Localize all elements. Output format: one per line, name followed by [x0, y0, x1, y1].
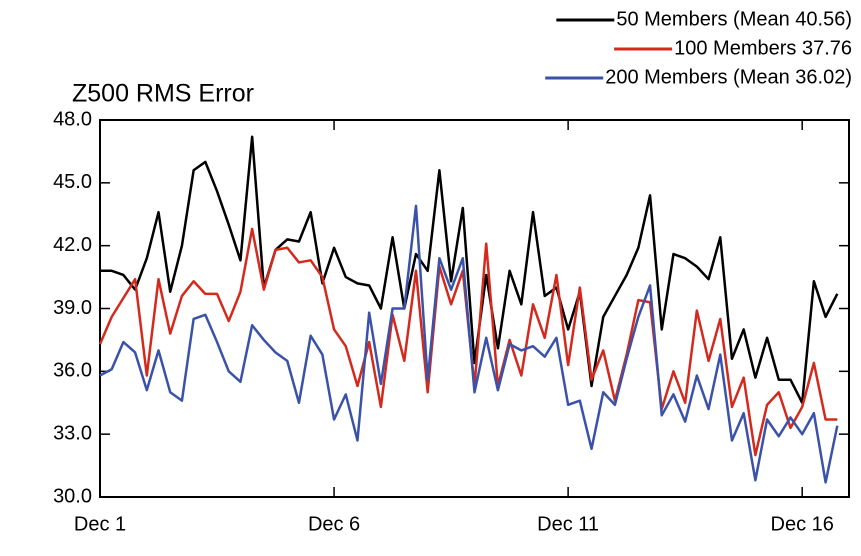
legend-label: 50 Members (Mean 40.56) [616, 8, 852, 30]
series-line [99, 204, 839, 484]
y-tick-label: 36.0 [53, 360, 92, 382]
legend-label: 100 Members 37.76 [674, 37, 852, 59]
y-tick-label: 42.0 [53, 234, 92, 256]
x-tick-label: Dec 6 [308, 513, 360, 535]
y-tick-label: 33.0 [53, 422, 92, 444]
series-line [98, 227, 838, 457]
series-line [100, 135, 839, 404]
y-tick-label: 39.0 [53, 297, 92, 319]
x-tick-label: Dec 11 [537, 513, 599, 535]
x-tick-label: Dec 1 [74, 513, 126, 535]
y-tick-label: 45.0 [53, 171, 92, 193]
x-tick-label: Dec 16 [771, 513, 834, 535]
legend-label: 200 Members (Mean 36.02) [605, 66, 852, 88]
y-tick-label: 48.0 [53, 108, 92, 130]
chart-title: Z500 RMS Error [72, 80, 254, 108]
y-tick-label: 30.0 [53, 485, 92, 507]
